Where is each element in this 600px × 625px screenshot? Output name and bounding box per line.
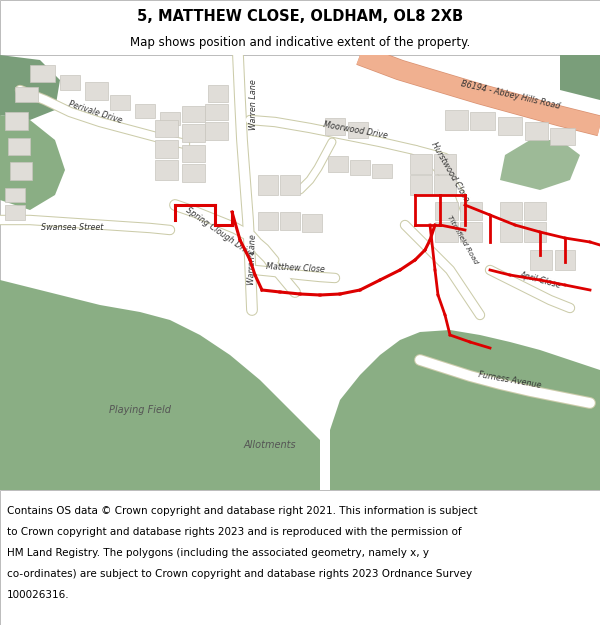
Text: co-ordinates) are subject to Crown copyright and database rights 2023 Ordnance S: co-ordinates) are subject to Crown copyr… xyxy=(7,569,472,579)
Text: Contains OS data © Crown copyright and database right 2021. This information is : Contains OS data © Crown copyright and d… xyxy=(7,506,478,516)
Polygon shape xyxy=(155,160,178,180)
Text: April Close: April Close xyxy=(518,270,562,290)
Text: Matthew Close: Matthew Close xyxy=(265,262,325,274)
Polygon shape xyxy=(470,112,495,130)
Polygon shape xyxy=(135,104,155,118)
Text: Perivale Drive: Perivale Drive xyxy=(67,99,123,125)
Polygon shape xyxy=(555,250,575,270)
Polygon shape xyxy=(330,330,600,490)
Text: Moorwood Drive: Moorwood Drive xyxy=(322,120,388,140)
Polygon shape xyxy=(258,212,278,230)
Polygon shape xyxy=(500,140,580,190)
Polygon shape xyxy=(0,55,60,120)
Text: Swansea Street: Swansea Street xyxy=(41,224,103,232)
Polygon shape xyxy=(182,145,205,162)
Polygon shape xyxy=(524,222,546,242)
Polygon shape xyxy=(160,112,180,125)
Polygon shape xyxy=(434,154,456,174)
Polygon shape xyxy=(348,122,368,138)
Text: Furness Avenue: Furness Avenue xyxy=(478,370,542,390)
Text: Allotments: Allotments xyxy=(244,440,296,450)
Polygon shape xyxy=(434,175,456,195)
Polygon shape xyxy=(182,164,205,182)
Polygon shape xyxy=(60,75,80,90)
Polygon shape xyxy=(372,164,392,178)
Polygon shape xyxy=(85,82,108,100)
Polygon shape xyxy=(5,205,25,220)
Polygon shape xyxy=(0,115,65,210)
Text: HM Land Registry. The polygons (including the associated geometry, namely x, y: HM Land Registry. The polygons (includin… xyxy=(7,548,429,558)
Text: Warren Lane: Warren Lane xyxy=(247,234,257,286)
Polygon shape xyxy=(350,160,370,175)
Polygon shape xyxy=(460,202,482,220)
Polygon shape xyxy=(524,202,546,220)
Text: to Crown copyright and database rights 2023 and is reproduced with the permissio: to Crown copyright and database rights 2… xyxy=(7,527,462,537)
Text: Spring Clough Drive: Spring Clough Drive xyxy=(184,205,256,259)
Polygon shape xyxy=(5,112,28,130)
Polygon shape xyxy=(325,118,345,135)
Polygon shape xyxy=(410,175,432,195)
Polygon shape xyxy=(10,162,32,180)
Polygon shape xyxy=(560,55,600,100)
Polygon shape xyxy=(410,154,432,174)
Text: 100026316.: 100026316. xyxy=(7,590,70,600)
Polygon shape xyxy=(155,140,178,158)
Polygon shape xyxy=(550,128,575,145)
Polygon shape xyxy=(205,122,228,140)
Polygon shape xyxy=(500,222,522,242)
Polygon shape xyxy=(8,138,30,155)
Text: 5, MATTHEW CLOSE, OLDHAM, OL8 2XB: 5, MATTHEW CLOSE, OLDHAM, OL8 2XB xyxy=(137,9,463,24)
Polygon shape xyxy=(460,222,482,242)
Polygon shape xyxy=(280,175,300,195)
Polygon shape xyxy=(110,95,130,110)
Polygon shape xyxy=(30,65,55,82)
Text: Playing Field: Playing Field xyxy=(109,405,171,415)
FancyBboxPatch shape xyxy=(0,490,600,625)
Polygon shape xyxy=(0,280,320,490)
Polygon shape xyxy=(208,85,228,102)
Text: B6194 - Abbey Hills Road: B6194 - Abbey Hills Road xyxy=(460,79,560,111)
Text: Warren Lane: Warren Lane xyxy=(248,79,257,131)
Polygon shape xyxy=(498,117,522,135)
FancyBboxPatch shape xyxy=(0,0,600,55)
Polygon shape xyxy=(500,202,522,220)
Text: Titchfield Road: Titchfield Road xyxy=(446,215,478,265)
Text: Hurstwood Close: Hurstwood Close xyxy=(429,141,471,203)
Polygon shape xyxy=(155,120,178,137)
Polygon shape xyxy=(328,156,348,172)
Polygon shape xyxy=(280,212,300,230)
Polygon shape xyxy=(182,106,205,122)
Polygon shape xyxy=(445,110,468,130)
Polygon shape xyxy=(15,87,38,102)
Polygon shape xyxy=(530,250,552,270)
Polygon shape xyxy=(525,122,548,140)
Polygon shape xyxy=(182,124,205,142)
Polygon shape xyxy=(435,222,458,242)
Polygon shape xyxy=(258,175,278,195)
Polygon shape xyxy=(5,188,25,202)
Text: Map shows position and indicative extent of the property.: Map shows position and indicative extent… xyxy=(130,36,470,49)
Polygon shape xyxy=(302,214,322,232)
Polygon shape xyxy=(435,202,458,220)
Polygon shape xyxy=(205,104,228,120)
